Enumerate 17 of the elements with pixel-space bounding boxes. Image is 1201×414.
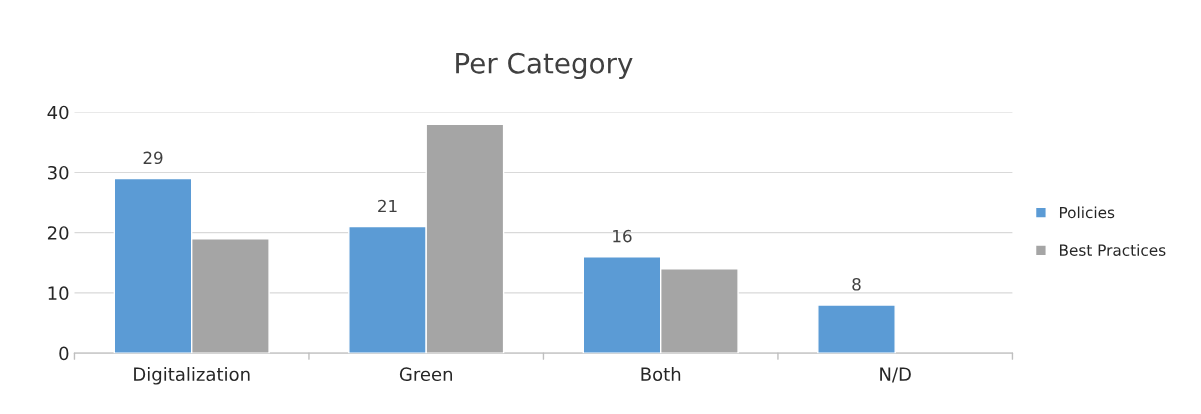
y-tick-label: 30 xyxy=(48,165,69,180)
chart-title: Per Category xyxy=(456,52,633,80)
y-tick-label: 20 xyxy=(47,226,69,240)
data-label: 16 xyxy=(613,229,632,243)
x-tick-label: Green xyxy=(399,367,453,382)
data-label: 21 xyxy=(378,199,397,213)
data-label: 8 xyxy=(852,278,861,291)
bar xyxy=(817,304,896,354)
data-label: 29 xyxy=(143,151,163,165)
x-tick-label: N/D xyxy=(880,367,911,383)
y-tick-label: 10 xyxy=(48,286,69,301)
y-tick-label: 0 xyxy=(59,346,69,361)
x-tick-label: Both xyxy=(641,367,681,382)
legend-label: Policies xyxy=(1059,206,1115,219)
y-tick-label: 40 xyxy=(47,105,69,120)
x-tick-label: Digitalization xyxy=(134,367,250,385)
legend-label: Best Practices xyxy=(1059,244,1166,256)
